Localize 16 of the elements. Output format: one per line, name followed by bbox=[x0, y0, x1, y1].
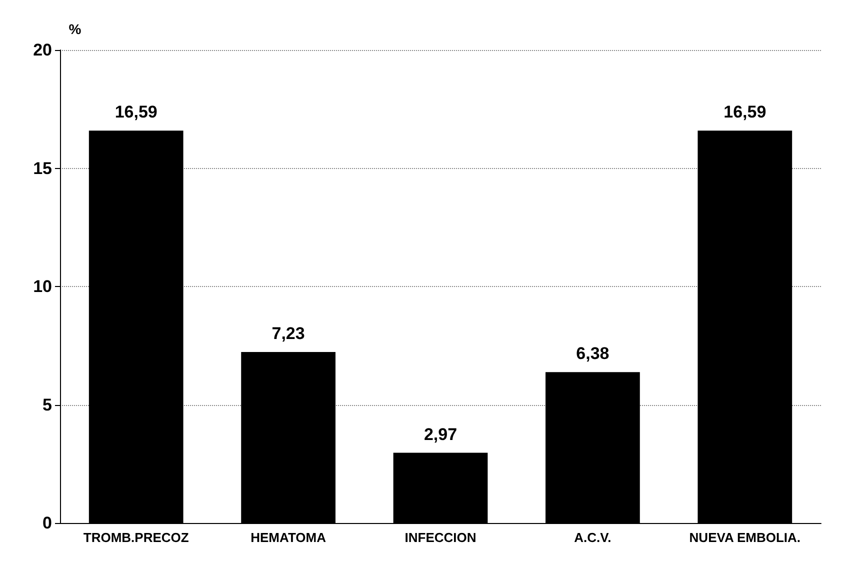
data-label: 7,23 bbox=[272, 324, 305, 344]
data-label: 6,38 bbox=[576, 344, 610, 364]
x-tick-label: A.C.V. bbox=[574, 530, 612, 545]
data-label: 16,59 bbox=[724, 102, 766, 122]
x-tick-label: TROMB.PRECOZ bbox=[83, 530, 189, 545]
x-tick-label: INFECCION bbox=[404, 530, 476, 545]
data-label: 16,59 bbox=[114, 102, 158, 122]
y-tick-label: 10 bbox=[33, 277, 52, 296]
y-tick-label: 20 bbox=[33, 40, 52, 60]
y-tick-label: 5 bbox=[42, 395, 52, 414]
data-label: 2,97 bbox=[424, 424, 458, 444]
x-tick-label: HEMATOMA bbox=[250, 530, 327, 545]
y-axis-title: % bbox=[68, 21, 82, 37]
y-tick-label: 15 bbox=[33, 158, 52, 178]
x-tick-label: NUEVA EMBOLIA. bbox=[689, 530, 801, 545]
y-tick-label: 0 bbox=[42, 514, 52, 532]
